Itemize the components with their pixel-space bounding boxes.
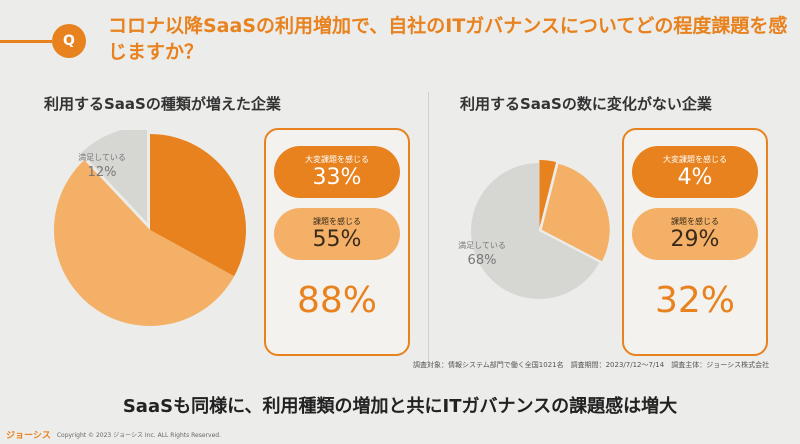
question-text: コロナ以降SaaSの利用増加で、自社のITガバナンスについてどの程度課題を感じま… — [108, 15, 788, 63]
pie-label-left-value: 12% — [87, 165, 117, 180]
conclusion-text: SaaSも同様に、利用種類の増加と共にITガバナンスの課題感は増大 — [122, 396, 678, 417]
stat-mid-value-left: 55% — [312, 227, 362, 252]
stat-pill-big-left: 大変課題を感じる 33% — [274, 146, 400, 198]
stat-total-right: 32% — [654, 280, 735, 321]
stat-pill-mid-left: 課題を感じる 55% — [274, 208, 400, 260]
stat-box-right: 大変課題を感じる 4% 課題を感じる 29% 32% — [622, 128, 768, 356]
stat-pill-mid-right: 課題を感じる 29% — [632, 208, 758, 260]
company-logo: ジョーシス — [6, 431, 51, 441]
stat-mid-label-left: 課題を感じる — [313, 217, 361, 226]
pie-label-right-name: 満足している — [458, 241, 506, 250]
pie-label-right-value: 68% — [467, 253, 497, 268]
panel-title-right: 利用するSaaSの数に変化がない企業 — [460, 95, 712, 113]
survey-source: 調査対象：情報システム部門で働く全国1021名 調査期間：2023/7/12〜7… — [413, 361, 770, 369]
question-accent-line — [0, 40, 52, 43]
stat-mid-label-right: 課題を感じる — [671, 217, 719, 226]
pie0-slice-very-concerned — [150, 134, 247, 277]
stat-big-label-right: 大変課題を感じる — [663, 155, 727, 164]
pie1-slice-concerned — [541, 163, 610, 262]
pie-label-right: 満足している 68% — [452, 240, 512, 268]
panel-divider — [428, 92, 429, 367]
pie-chart-left — [54, 130, 247, 326]
question-badge: Q — [52, 24, 86, 58]
stat-big-label-left: 大変課題を感じる — [305, 155, 369, 164]
pie1-slice-very-concerned — [539, 160, 557, 229]
stat-mid-value-right: 29% — [670, 227, 720, 252]
pie-label-left: 満足している 12% — [70, 152, 134, 180]
pie-chart-right — [471, 160, 610, 299]
pie0-slice-concerned — [54, 160, 235, 326]
stat-total-left: 88% — [296, 280, 377, 321]
stat-big-value-left: 33% — [312, 165, 362, 190]
pie-label-left-name: 満足している — [78, 153, 126, 162]
stat-pill-big-right: 大変課題を感じる 4% — [632, 146, 758, 198]
panel-title-left: 利用するSaaSの種類が増えた企業 — [44, 95, 281, 113]
copyright-text: Copyright © 2023 ジョーシス Inc. ALL Rights R… — [56, 432, 221, 439]
stat-big-value-right: 4% — [677, 165, 713, 190]
footer: ジョーシス Copyright © 2023 ジョーシス Inc. ALL Ri… — [6, 428, 221, 441]
stat-box-left: 大変課題を感じる 33% 課題を感じる 55% 88% — [264, 128, 410, 356]
pie1-slice-satisfied — [471, 163, 600, 299]
pie0-slice-satisfied — [81, 130, 148, 223]
